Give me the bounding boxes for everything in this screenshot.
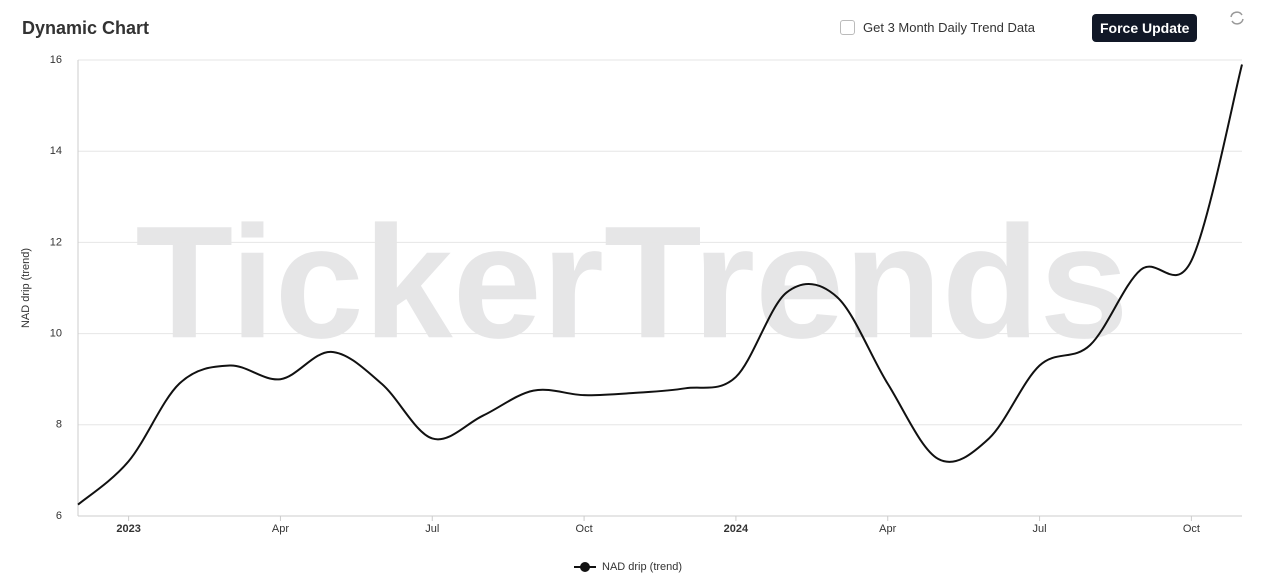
line [77,64,1243,506]
legend-marker [580,562,590,572]
force-update-button[interactable]: Force Update [1092,14,1198,42]
y-tick-label: 10 [50,328,62,340]
title: Dynamic Chart [22,18,150,38]
y-axis-label: NAD drip (trend) [20,248,32,328]
refresh-icon[interactable] [1230,11,1244,25]
y-tick-label: 14 [50,145,62,157]
y-tick-label: 8 [56,419,62,431]
watermark: TickerTrends [135,192,1128,371]
legend-label: NAD drip (trend) [602,561,682,573]
checkbox[interactable]: Get 3 Month Daily Trend Data [840,20,1035,35]
x-tick-label: Jul [1033,523,1047,535]
x-tick-label: Apr [272,523,289,535]
x-tick-label: Oct [576,523,593,535]
x-tick-label: Oct [1183,523,1200,535]
checkbox-label[interactable]: Get 3 Month Daily Trend Data [863,20,1035,35]
refresh-arc[interactable] [1230,11,1244,25]
x-tick-label: 2024 [724,523,749,535]
x-tick-label: Apr [879,523,896,535]
y-tick-label: 6 [56,510,62,522]
x-tick-label: Jul [425,523,439,535]
checkbox-box[interactable] [840,20,855,35]
y-tick-label: 16 [50,54,62,66]
x-tick-label: 2023 [116,523,140,535]
y-tick-label: 12 [50,236,62,248]
